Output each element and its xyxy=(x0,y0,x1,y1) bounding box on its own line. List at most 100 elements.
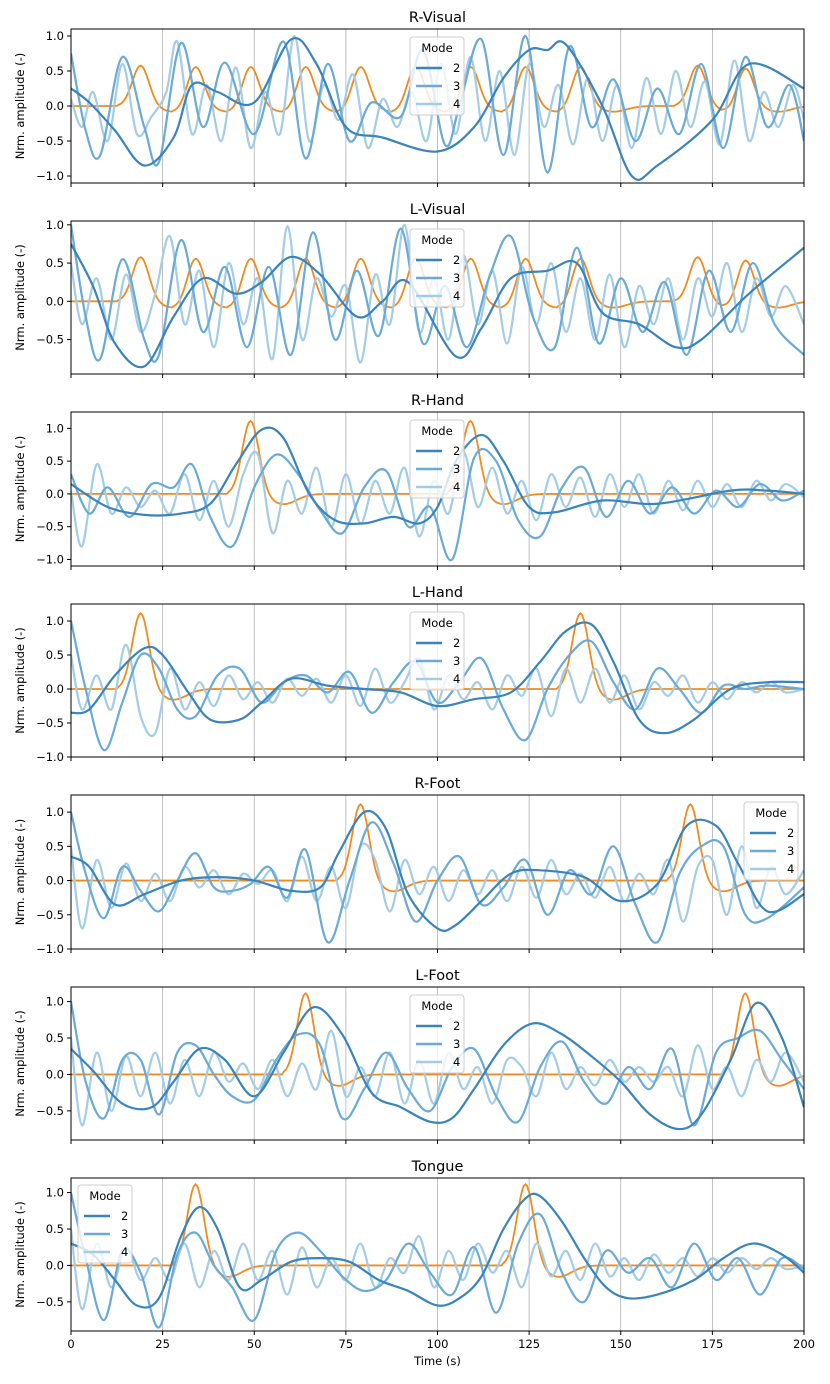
x-tick-label: 25 xyxy=(155,1337,170,1351)
series-group xyxy=(71,1182,804,1329)
x-axis-label: Time (s) xyxy=(413,1354,461,1368)
y-tick-label: 0.5 xyxy=(46,1031,64,1045)
y-tick-label: 0.0 xyxy=(46,682,64,696)
series-line-mode-4 xyxy=(71,643,804,738)
series-line-mode-4 xyxy=(71,1228,804,1311)
y-tick-label: 0.0 xyxy=(46,487,64,501)
legend-label-mode-2: 2 xyxy=(453,444,460,458)
legend-title: Mode xyxy=(421,616,452,630)
y-axis-label: Nrm. amplitude (-) xyxy=(13,53,27,160)
y-tick-label: −0.5 xyxy=(36,1104,64,1118)
y-tick-label: 0.0 xyxy=(46,294,64,308)
legend-label-mode-4: 4 xyxy=(453,1055,460,1069)
y-tick-label: 1.0 xyxy=(46,614,64,628)
series-line-mode-2 xyxy=(71,1192,804,1309)
y-tick-label: 0.5 xyxy=(46,648,64,662)
panel-title: Tongue xyxy=(411,1159,464,1175)
legend-title: Mode xyxy=(89,1189,120,1203)
x-tick-label: 50 xyxy=(247,1337,262,1351)
series-line-mode-2 xyxy=(71,810,804,932)
legend-label-mode-2: 2 xyxy=(453,61,460,75)
legend-label-mode-4: 4 xyxy=(453,672,460,686)
legend-label-mode-4: 4 xyxy=(453,97,460,111)
series-line-mode-3 xyxy=(71,1001,804,1127)
series-line-mode-2 xyxy=(71,621,804,735)
series-line-mode-2 xyxy=(71,37,804,181)
y-tick-label: 0.5 xyxy=(46,1222,64,1236)
y-tick-label: −0.5 xyxy=(36,1295,64,1309)
legend-label-mode-2: 2 xyxy=(787,826,794,840)
series-group xyxy=(71,803,804,944)
y-axis-label: Nrm. amplitude (-) xyxy=(13,436,27,543)
y-tick-label: −1.0 xyxy=(36,169,64,183)
y-tick-label: 0.0 xyxy=(46,99,64,113)
y-tick-label: −0.5 xyxy=(36,134,64,148)
series-line-mode-3 xyxy=(71,34,804,174)
y-axis-label: Nrm. amplitude (-) xyxy=(13,244,27,351)
legend-box xyxy=(409,994,465,1074)
panel-l-hand: L-Hand −1.0 −0.5 0.0 0.5 1.0 Nrm. amplitude (-… xyxy=(13,585,805,764)
y-axis-label: Nrm. amplitude (-) xyxy=(13,1010,27,1117)
legend-title: Mode xyxy=(755,806,786,820)
legend-title: Mode xyxy=(421,999,452,1013)
y-tick-label: −0.5 xyxy=(36,716,64,730)
y-tick-label: 1.0 xyxy=(46,29,64,43)
legend-label-mode-4: 4 xyxy=(787,862,794,876)
y-tick-label: −0.5 xyxy=(36,520,64,534)
legend-label-mode-2: 2 xyxy=(121,1209,128,1223)
y-tick-label: 0.0 xyxy=(46,1258,64,1272)
panel-title: R-Foot xyxy=(415,776,461,792)
panel-title: L-Hand xyxy=(412,585,463,601)
x-tick-label: 200 xyxy=(793,1337,815,1351)
panel-tongue: Tongue −0.5 0.0 0.5 1.0 0 25 50 75 100 125 150 175 20… xyxy=(13,1159,815,1351)
legend-box xyxy=(409,228,465,308)
y-tick-label: −1.0 xyxy=(36,552,64,566)
y-tick-label: 0.5 xyxy=(46,839,64,853)
y-tick-label: −1.0 xyxy=(36,942,64,956)
series-line-mode-2 xyxy=(71,1001,804,1131)
legend-label-mode-3: 3 xyxy=(453,79,460,93)
panel-title: R-Visual xyxy=(409,10,466,26)
legend-label-mode-4: 4 xyxy=(453,480,460,494)
legend-box xyxy=(409,419,465,499)
legend-label-mode-4: 4 xyxy=(121,1245,128,1259)
panel-l-foot: L-Foot −0.5 0.0 0.5 1.0 Nrm. amplitude (-) Mod… xyxy=(13,968,805,1144)
y-tick-label: −1.0 xyxy=(36,750,64,764)
legend-label-mode-3: 3 xyxy=(453,462,460,476)
x-tick-label: 175 xyxy=(701,1337,723,1351)
y-tick-label: 1.0 xyxy=(46,421,64,435)
series-line-mode-3 xyxy=(71,1192,804,1329)
y-tick-label: −0.5 xyxy=(36,333,64,347)
series-line-mode-3 xyxy=(71,447,804,562)
legend-label-mode-3: 3 xyxy=(787,844,794,858)
panel-title: R-Hand xyxy=(411,393,464,409)
series-line-mode-4 xyxy=(71,842,804,930)
legend-title: Mode xyxy=(421,41,452,55)
x-tick-label: 150 xyxy=(610,1337,632,1351)
panel-title: L-Foot xyxy=(415,968,460,984)
y-tick-label: 1.0 xyxy=(46,1186,64,1200)
legend-title: Mode xyxy=(421,233,452,247)
legend-label-mode-3: 3 xyxy=(121,1227,128,1241)
panel-r-visual: R-Visual −1.0 −0.5 0.0 0.5 1.0 Nrm. amplitude … xyxy=(13,10,805,187)
series-line-mode-2 xyxy=(71,243,804,369)
series-line-mode-2 xyxy=(71,426,804,526)
y-axis-label: Nrm. amplitude (-) xyxy=(13,819,27,926)
legend-label-mode-2: 2 xyxy=(453,636,460,650)
y-tick-label: 1.0 xyxy=(46,995,64,1009)
y-tick-label: 1.0 xyxy=(46,218,64,232)
legend-label-mode-3: 3 xyxy=(453,1037,460,1051)
x-tick-label: 125 xyxy=(518,1337,540,1351)
series-group xyxy=(71,991,804,1131)
y-tick-label: 0.5 xyxy=(46,454,64,468)
legend-box xyxy=(409,611,465,691)
legend-title: Mode xyxy=(421,424,452,438)
legend-label-mode-4: 4 xyxy=(453,289,460,303)
panel-l-visual: L-Visual −0.5 0.0 0.5 1.0 Nrm. amplitude (-) M… xyxy=(13,202,805,378)
y-tick-label: 0.5 xyxy=(46,64,64,78)
